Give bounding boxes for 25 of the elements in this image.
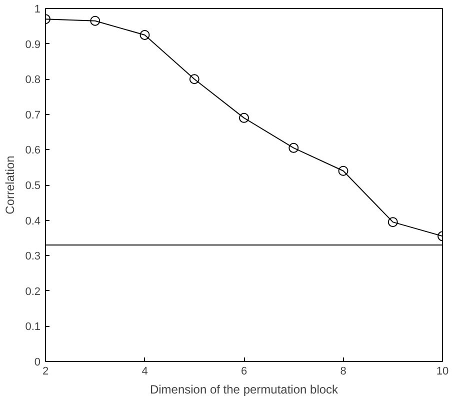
y-tick-label: 0.3 [25,250,41,263]
x-tick-label: 10 [436,366,449,378]
y-tick-label: 0.7 [25,109,41,122]
y-tick-label: 1 [34,4,41,16]
point [338,166,348,176]
point [388,217,398,228]
y-tick-label: 0.6 [25,144,41,157]
y-tick-label: 0.4 [25,215,41,228]
x-tick-label: 2 [42,366,49,378]
y-tick-label: 0.8 [25,74,41,86]
point [189,74,200,84]
x-tick-label: 4 [142,366,148,378]
y-tick-label: 0.1 [25,321,41,334]
y-tick-label: 0.9 [25,38,41,51]
point [239,112,249,123]
point [140,30,150,40]
point [288,142,299,153]
point [90,16,100,26]
y-tick-label: 0.5 [25,180,41,192]
x-tick-label: 6 [240,366,248,378]
y-tick-label: 0.2 [25,286,41,298]
x-tick-label: 8 [340,366,346,378]
y-tick-label: 0 [34,356,41,368]
x-axis-title: Dimension of the permutation block [150,382,340,396]
y-axis-title: Correlation [3,156,18,214]
